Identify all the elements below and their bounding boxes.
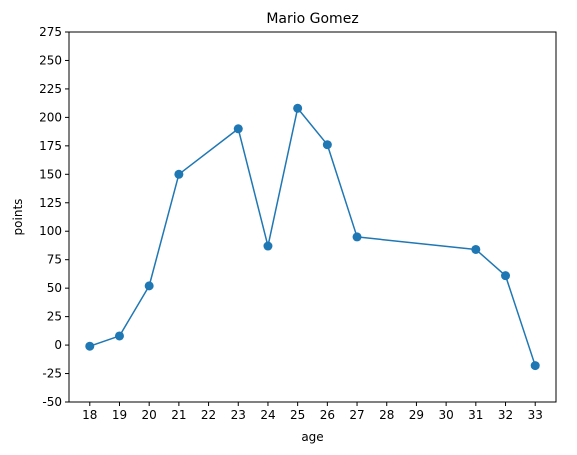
y-tick-label: 25 <box>47 310 62 324</box>
y-tick-label: 100 <box>39 224 62 238</box>
y-tick-label: -25 <box>42 367 62 381</box>
x-tick-label: 26 <box>320 408 335 422</box>
x-tick-label: 19 <box>112 408 127 422</box>
chart-title: Mario Gomez <box>266 11 358 27</box>
series-line <box>89 107 536 366</box>
x-tick-label: 32 <box>498 408 513 422</box>
data-point <box>293 103 303 113</box>
plot-frame <box>68 31 557 403</box>
x-tick-label: 33 <box>528 408 543 422</box>
x-tick-label: 20 <box>142 408 157 422</box>
data-point <box>233 124 243 134</box>
data-point <box>144 281 154 291</box>
y-axis: -50 -25 0 25 50 75 100 125 150 175 200 225 250 275 <box>39 25 69 409</box>
plot-area <box>85 103 540 371</box>
data-point <box>174 169 184 179</box>
data-point <box>530 361 540 371</box>
x-tick-label: 27 <box>349 408 364 422</box>
x-axis-label: age <box>301 430 323 444</box>
data-point <box>263 241 273 251</box>
y-tick-label: 150 <box>39 167 62 181</box>
y-tick-label: 250 <box>39 53 62 67</box>
x-tick-label: 24 <box>260 408 275 422</box>
data-point <box>85 341 95 351</box>
x-tick-label: 21 <box>171 408 186 422</box>
data-point <box>114 331 124 341</box>
x-tick-label: 29 <box>409 408 424 422</box>
y-tick-label: 50 <box>47 281 62 295</box>
y-tick-label: 225 <box>39 82 62 96</box>
data-point <box>471 244 481 254</box>
y-tick-label: 275 <box>39 25 62 39</box>
x-tick-label: 28 <box>379 408 394 422</box>
y-tick-label: 200 <box>39 110 62 124</box>
x-tick-label: 30 <box>438 408 453 422</box>
x-tick-label: 23 <box>231 408 246 422</box>
data-point <box>352 232 362 242</box>
x-axis: 18 19 20 21 22 23 24 25 26 27 28 29 30 31 32 33 <box>82 402 543 422</box>
y-tick-label: 125 <box>39 196 62 210</box>
data-point <box>501 271 511 281</box>
y-tick-label: -50 <box>42 395 62 409</box>
x-tick-label: 31 <box>468 408 483 422</box>
x-tick-label: 18 <box>82 408 97 422</box>
x-tick-label: 25 <box>290 408 305 422</box>
y-tick-label: 175 <box>39 139 62 153</box>
data-point <box>322 140 332 150</box>
y-tick-label: 75 <box>47 253 62 267</box>
x-tick-label: 22 <box>201 408 216 422</box>
y-axis-label: points <box>11 199 25 236</box>
y-tick-label: 0 <box>54 338 62 352</box>
